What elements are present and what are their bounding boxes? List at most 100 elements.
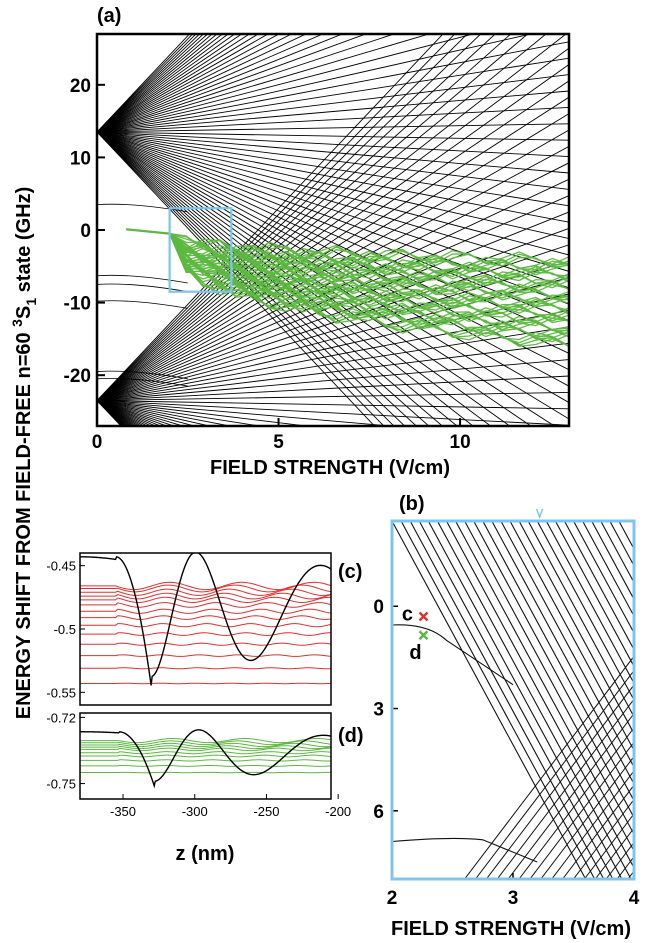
b-down-line-14: [518, 521, 634, 735]
panel-b: (b) cd 2 3 4 0 3 6 FIELD STRENGTH (V/cm): [373, 493, 639, 940]
manifold-0-line-24: [97, 131, 569, 240]
manifold-1-line-55: [97, 34, 529, 401]
manifold-1-line-60: [97, 34, 456, 401]
c-ytick-label-2: -0.55: [46, 685, 76, 700]
highlight-branch-40: [169, 233, 569, 277]
b-down-line-2: [409, 521, 605, 879]
panel-a-series: [97, 34, 569, 426]
panel-d-level-5: [80, 751, 331, 755]
d-ytick-label-1: -0.75: [46, 777, 76, 792]
manifold-1-line-27: [97, 400, 310, 426]
panel-d-level-7: [80, 759, 331, 762]
manifold-0-line-45: [97, 34, 293, 133]
a-ytick-label-1: 10: [70, 148, 91, 169]
manifold-1-line-18: [97, 400, 157, 426]
manifold-1-line-26: [97, 400, 263, 426]
panel-c-level-10: [80, 642, 331, 646]
manifold-1-line-16: [97, 400, 149, 426]
panel-a-lines: [97, 34, 569, 426]
panel-c-level-6: [80, 608, 331, 614]
manifold-1-line-50: [97, 80, 569, 401]
panel-a: (a) 0 5 10 20 10 0 -10 -20 FIELD STRENGTH (V/cm…: [64, 5, 571, 479]
highlight-branch-45: [169, 233, 569, 291]
manifold-0-line-52: [97, 34, 229, 133]
panel-c-label: (c): [338, 561, 362, 583]
panel-c-level-4: [80, 596, 331, 603]
manifold-0-line-18: [97, 131, 569, 338]
b-xtick-label-1: 3: [508, 888, 519, 909]
b-down-line-11: [491, 521, 634, 786]
panel-c-level-9: [80, 632, 331, 636]
b-up-line-5: [518, 727, 634, 879]
b-down-line-19: [563, 521, 634, 651]
b-down-line-7: [455, 521, 634, 853]
b-down-line-13: [509, 521, 634, 752]
manifold-1-line-56: [97, 34, 512, 401]
b-up-line-7: [540, 755, 634, 879]
manifold-0-line-26: [97, 131, 569, 207]
panel-b-lines: cd: [392, 508, 634, 879]
panel-b-xlabel: FIELD STRENGTH (V/cm): [391, 918, 631, 940]
highlight-branch-42: [169, 233, 569, 316]
panel-d-level-2: [80, 742, 331, 748]
d-xtick-label-0: -350: [110, 804, 136, 819]
manifold-0-line-23: [97, 131, 569, 256]
manifold-1-line-58: [97, 34, 482, 401]
b-up-line-14: [616, 855, 634, 879]
highlight-initial: [125, 228, 170, 235]
y-axis-label-s: S: [13, 306, 35, 319]
b-up-line-12: [594, 827, 634, 879]
d-ytick-label-0: -0.72: [46, 710, 76, 725]
panel-c-lines: [80, 553, 331, 686]
marker-c: [418, 611, 429, 622]
isolated-state-2: [97, 283, 188, 293]
b-up-line-4: [507, 712, 634, 879]
panel-c-ticks: -0.45 -0.5 -0.55: [46, 559, 85, 700]
manifold-1-line-59: [97, 34, 468, 401]
manifold-1-line-32: [97, 375, 569, 402]
b-ytick-label-1: 3: [373, 700, 384, 721]
panel-c-wavefunction: [80, 553, 331, 686]
b-down-line-16: [536, 521, 634, 702]
panel-d-frame: [79, 712, 332, 800]
panel-a-frame: [95, 32, 571, 428]
manifold-1-line-31: [97, 391, 569, 402]
panel-c-level-8: [80, 623, 331, 628]
b-state-cd: [392, 624, 514, 686]
b-up-line-10: [573, 798, 634, 879]
panel-d-xlabel: z (nm): [176, 843, 235, 865]
b-up-line-6: [529, 741, 634, 879]
manifold-0-line-54: [97, 34, 218, 133]
b-up-line-2: [485, 684, 634, 879]
marker-label-d: d: [409, 642, 421, 664]
manifold-0-line-40: [97, 34, 396, 133]
manifold-0-line-49: [97, 34, 251, 133]
zoom-box: [168, 207, 233, 293]
manifold-1-line-35: [97, 326, 569, 402]
a-ytick-label-0: 20: [70, 76, 91, 97]
manifold-0-line-3: [97, 131, 406, 426]
manifold-0-line-28: [97, 131, 569, 174]
manifold-0-line-51: [97, 34, 236, 133]
panel-c-level-1: [80, 584, 331, 593]
b-down-line-5: [436, 521, 632, 879]
c-ytick-label-1: -0.5: [54, 622, 76, 637]
highlight-branch-43: [169, 233, 569, 337]
a-ytick-label-4: -20: [64, 366, 91, 387]
b-down-line-9: [473, 521, 634, 819]
isolated-state-4: [97, 370, 188, 380]
manifold-1-line-53: [97, 34, 567, 401]
b-down-line-1: [400, 521, 596, 879]
b-down-line-4: [427, 521, 623, 879]
b-ytick-label-0: 0: [373, 597, 384, 618]
manifold-0-line-55: [97, 34, 213, 133]
b-state-low: [392, 837, 538, 863]
isolated-state-5: [97, 378, 188, 387]
b-down-line-20: [573, 521, 634, 635]
manifold-0-line-6: [97, 131, 444, 426]
manifold-0-line-11: [97, 131, 532, 426]
manifold-0-line-4: [97, 131, 417, 426]
manifold-1-line-57: [97, 34, 496, 401]
panel-d-level-1: [80, 740, 331, 746]
manifold-0-line-56: [97, 34, 209, 133]
